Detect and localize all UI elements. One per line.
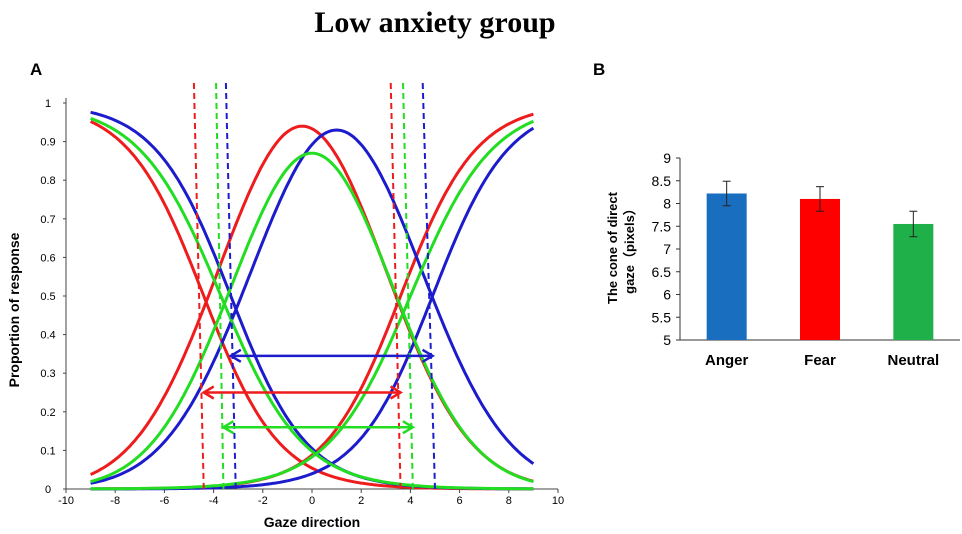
y-tick-label: 0.9 <box>40 137 55 149</box>
arrow-head-right <box>421 348 435 363</box>
y-axis-label: Proportion of response <box>6 232 22 387</box>
right-response-curve <box>90 119 535 491</box>
y-tick-label: 0.4 <box>40 330 55 342</box>
boundary-dashed-line <box>421 82 436 490</box>
y-tick-label: 0.1 <box>40 445 55 457</box>
x-tick-label: -4 <box>209 495 219 507</box>
y-tick-label: 8.5 <box>652 173 672 189</box>
x-tick-label: -2 <box>258 495 268 507</box>
boundary-dashed-line <box>215 82 225 490</box>
panel-label-a: A <box>30 60 43 79</box>
y-tick-label: 0.5 <box>40 291 55 303</box>
curves-a <box>89 110 535 491</box>
direct-response-curve <box>90 128 535 485</box>
y-tick-label: 0.2 <box>40 407 55 419</box>
arrow-head-right <box>402 420 416 435</box>
y-tick-label: 7 <box>663 241 671 257</box>
bar-neutral <box>893 223 934 340</box>
category-label: Neutral <box>887 352 939 369</box>
y-tick-label: 9 <box>663 150 671 166</box>
axes-a: -10 -8 -6 -4 -2 0 2 4 6 8 10 0 0.1 0.2 0.3 0.4 0.5 0.6 0.7… <box>40 98 564 507</box>
boundary-dashed-line <box>389 82 402 490</box>
x-tick-label: 8 <box>506 495 512 507</box>
y-tick-label: 1 <box>45 98 51 110</box>
left-response-curve <box>90 116 534 491</box>
arrow-head-left <box>221 420 235 435</box>
y-tick-label: 6.5 <box>652 264 672 280</box>
arrow-head-left <box>228 348 242 363</box>
x-tick-label: 10 <box>552 495 564 507</box>
bars-b: Anger Fear Neutral <box>705 180 939 369</box>
x-tick-label: 0 <box>309 495 315 507</box>
category-label: Fear <box>804 352 836 369</box>
y-tick-label: 8 <box>663 196 671 212</box>
figure-title: Low anxiety group <box>314 6 556 39</box>
y-axis-label-line-2: gaze（pixels） <box>622 202 637 294</box>
x-tick-label: 2 <box>358 495 364 507</box>
x-axis-label: Gaze direction <box>264 514 360 530</box>
boundary-lines-a <box>192 82 436 490</box>
y-tick-label: 0.3 <box>40 368 55 380</box>
y-tick-label: 7.5 <box>652 218 672 234</box>
category-label: Anger <box>705 352 749 369</box>
y-tick-label: 5.5 <box>652 309 672 325</box>
x-tick-label: -6 <box>160 495 170 507</box>
arrow-head-right <box>389 385 403 400</box>
y-axis-label-line-1: The cone of direct <box>605 191 620 304</box>
y-tick-label: 5 <box>663 332 671 348</box>
y-tick-label: 6 <box>663 287 671 303</box>
y-tick-label: 0 <box>45 484 51 496</box>
boundary-dashed-line <box>402 82 414 490</box>
x-tick-label: -10 <box>58 495 74 507</box>
y-tick-label: 0.8 <box>40 175 55 187</box>
range-arrows-a <box>201 348 435 435</box>
y-tick-label: 0.7 <box>40 214 55 226</box>
boundary-dashed-line <box>224 82 237 490</box>
x-tick-label: 4 <box>407 495 413 507</box>
boundary-dashed-line <box>192 82 205 490</box>
panel-label-b: B <box>593 60 606 79</box>
arrow-head-left <box>201 385 215 400</box>
y-tick-label: 0.6 <box>40 252 55 264</box>
direct-response-curve <box>90 151 534 483</box>
bar-fear <box>800 198 840 340</box>
bar-anger <box>706 193 747 340</box>
x-tick-label: 6 <box>457 495 463 507</box>
x-tick-label: -8 <box>110 495 120 507</box>
